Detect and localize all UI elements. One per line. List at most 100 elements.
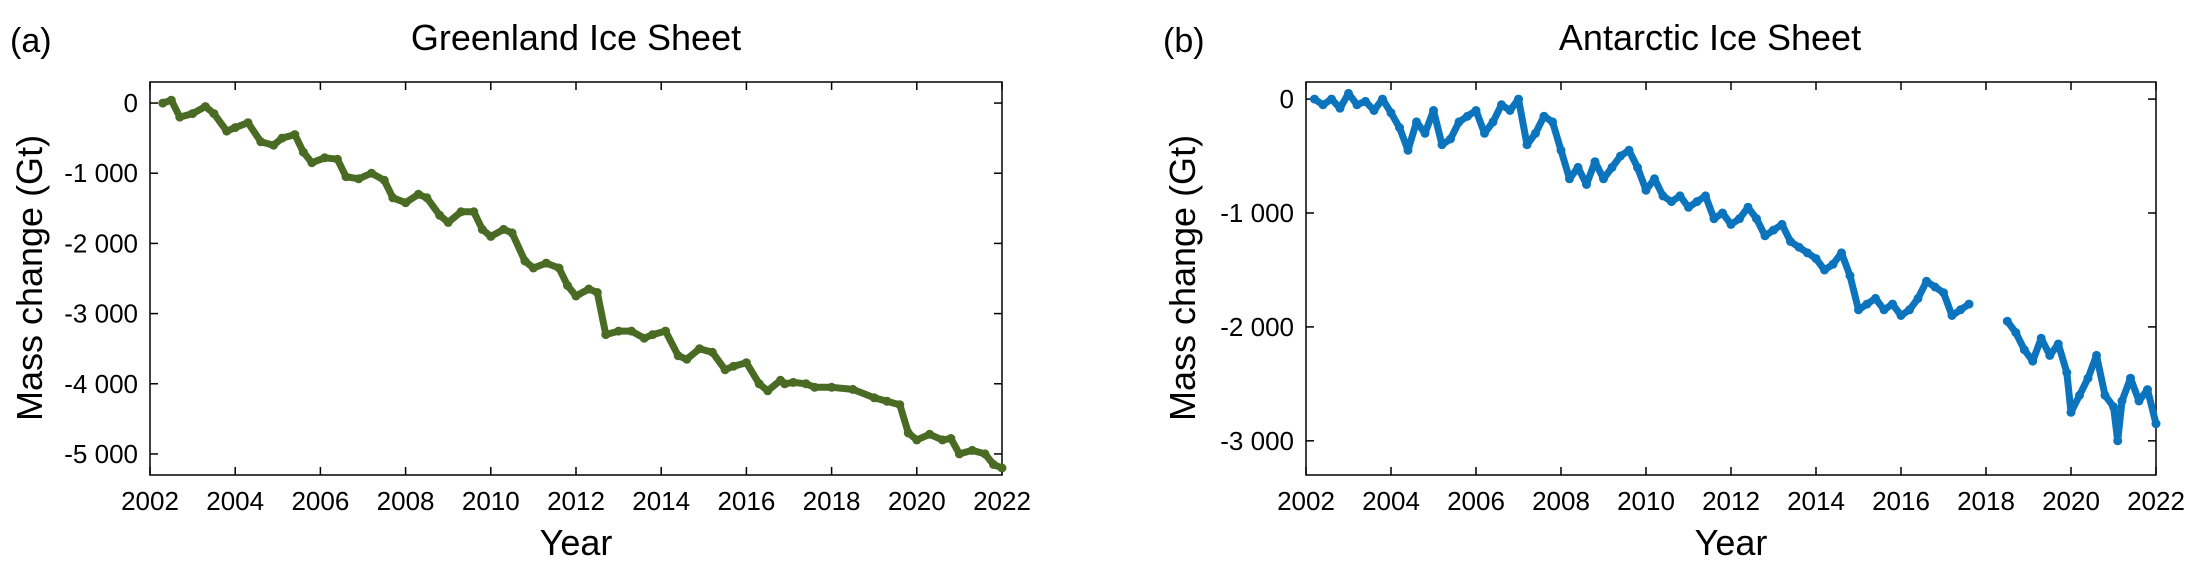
data-point-b-0-18 [1463,111,1472,121]
data-point-b-0-8 [1378,94,1387,104]
data-point-b-0-36 [1616,151,1625,161]
data-point-a-0-33 [520,256,530,266]
data-point-a-0-50 [707,347,717,357]
data-point-b-1-4 [2036,333,2046,343]
x-tick-label-a-5: 2012 [547,486,605,516]
data-point-a-0-39 [584,284,594,294]
data-point-a-0-1 [166,95,176,105]
data-point-b-0-46 [1701,191,1710,201]
data-point-b-0-12 [1412,117,1421,127]
data-point-b-0-37 [1624,145,1634,155]
data-point-b-0-43 [1675,191,1685,201]
data-point-b-0-69 [1896,311,1906,320]
data-point-b-0-63 [1845,271,1855,281]
data-point-b-1-9 [2075,390,2084,400]
data-point-b-1-18 [2143,385,2152,395]
data-point-a-0-4 [200,102,210,112]
x-tick-label-b-1: 2004 [1362,486,1420,516]
data-point-b-0-27 [1539,111,1549,121]
data-point-a-0-51 [720,365,730,375]
data-point-a-0-59 [801,379,811,389]
x-ticks-a: 2002 2004 2006 2008 2010 2012 2014 2016 2018 2020… [121,82,1031,516]
x-tick-label-a-3: 2008 [377,486,435,516]
data-point-a-0-63 [869,393,879,403]
data-point-b-1-10 [2083,373,2093,383]
y-ticks-a: 0 -1 000 -2 000 -3 000 -4 000 -5 000 [64,88,1002,469]
data-point-a-0-35 [541,258,551,268]
data-point-a-0-19 [367,168,376,178]
data-point-a-0-67 [912,435,922,445]
y-tick-label-a-3: -3 000 [64,299,138,329]
data-point-a-0-73 [980,449,990,459]
y-tick-label-a-5: -5 000 [64,439,138,469]
data-point-a-0-8 [243,118,253,128]
x-tick-label-b-0: 2002 [1277,486,1335,516]
data-point-b-0-38 [1633,162,1642,172]
x-tick-label-a-10: 2022 [973,486,1031,516]
x-axis-label-b: Year [1695,522,1768,563]
data-point-a-0-17 [341,172,351,182]
data-point-b-1-1 [2011,328,2021,338]
data-point-b-0-10 [1395,123,1404,133]
data-point-a-0-55 [763,386,773,396]
data-point-a-0-34 [528,263,538,273]
data-point-b-0-24 [1514,94,1523,104]
x-tick-label-a-1: 2004 [206,486,264,516]
data-point-b-0-32 [1582,180,1591,189]
data-point-b-1-19 [2151,419,2161,429]
data-point-b-0-2 [1327,94,1336,104]
x-tick-label-b-9: 2020 [2042,486,2100,516]
data-point-b-0-51 [1743,202,1753,212]
data-point-b-0-30 [1565,174,1574,184]
data-point-a-0-27 [456,207,466,217]
data-point-b-0-3 [1335,103,1345,113]
data-point-b-0-15 [1437,140,1447,150]
data-point-b-1-15 [2117,396,2127,406]
data-point-a-0-28 [469,207,479,217]
data-point-b-0-5 [1352,100,1362,110]
data-point-b-0-75 [1947,311,1957,320]
data-point-a-0-70 [946,434,956,443]
data-point-b-0-21 [1488,117,1498,127]
data-point-b-1-2 [2019,345,2029,355]
data-point-b-1-7 [2062,368,2072,377]
data-point-a-0-29 [477,224,487,234]
series-line-a-0 [159,96,1006,472]
data-point-a-0-57 [780,379,790,389]
y-tick-label-a-0: 0 [124,88,138,118]
data-point-b-0-1 [1318,100,1328,110]
data-point-b-0-22 [1497,100,1506,110]
data-point-a-0-42 [614,326,624,336]
data-point-b-0-53 [1760,231,1770,241]
x-tick-label-a-4: 2010 [462,486,520,516]
y-tick-label-b-1: -1 000 [1220,198,1294,228]
data-point-b-0-62 [1837,248,1846,258]
data-point-b-0-64 [1854,305,1863,315]
x-tick-label-b-5: 2012 [1702,486,1760,516]
data-point-b-0-72 [1922,276,1931,286]
data-point-a-0-25 [435,210,445,220]
x-tick-label-a-7: 2016 [717,486,775,516]
panel-greenland: (a) Greenland Ice Sheet 0 -1 000 -2 000 -3 … [9,17,1031,563]
series-group-b [1310,88,2161,446]
data-point-a-0-21 [388,193,398,203]
data-point-b-0-54 [1769,225,1778,235]
data-point-b-1-12 [2100,390,2110,400]
y-axis-label-a: Mass change (Gt) [9,135,50,421]
data-point-b-0-45 [1692,197,1702,207]
series-line-b-0 [1311,89,1973,319]
data-point-b-0-77 [1964,299,1974,309]
data-point-b-1-3 [2028,356,2038,366]
data-point-b-0-25 [1522,140,1532,150]
data-point-b-0-20 [1480,128,1489,138]
panel-antarctic: (b) Antarctic Ice Sheet 0 -1 000 -2 000 -3 … [1162,17,2185,563]
data-point-a-0-3 [188,109,198,119]
data-point-b-0-39 [1641,185,1651,195]
y-tick-label-a-4: -4 000 [64,369,138,399]
x-tick-label-b-6: 2014 [1787,486,1845,516]
data-point-a-0-64 [882,396,892,406]
chart-title-a: Greenland Ice Sheet [411,17,741,58]
data-point-a-0-66 [903,428,913,438]
data-point-b-0-68 [1888,299,1897,309]
